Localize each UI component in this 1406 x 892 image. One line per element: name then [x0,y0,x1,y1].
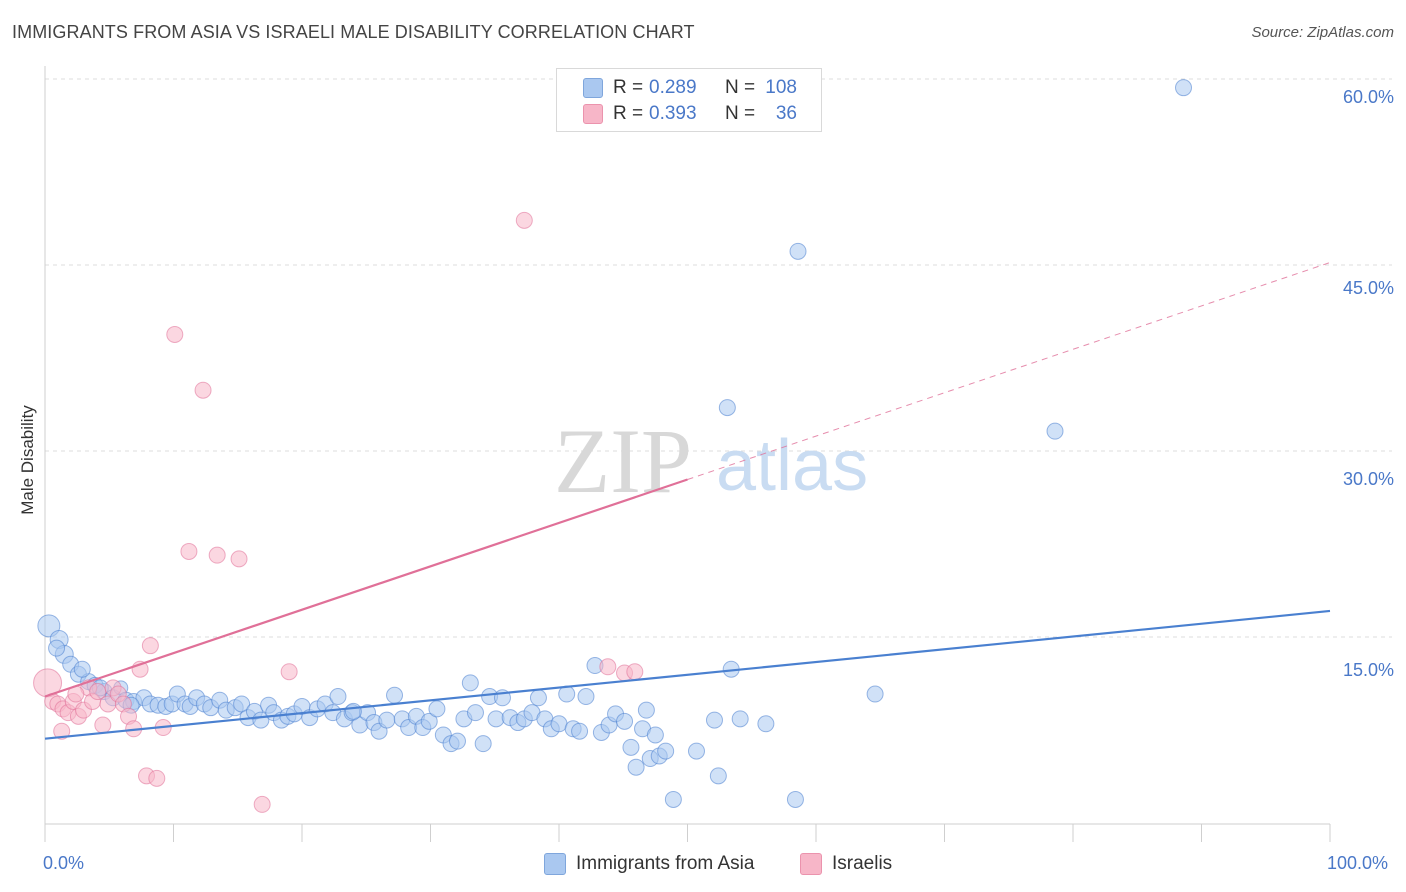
legend-r-label: R = [613,77,644,98]
grid-lines [45,78,1392,638]
y-tick-label-30: 30.0% [1342,469,1394,489]
y-tick-label-60: 60.0% [1342,87,1394,107]
data-point-asia [48,639,66,657]
data-point-asia [344,702,362,720]
bottom-legend-label-asia: Immigrants from Asia [576,853,755,874]
data-point-asia [1046,422,1064,440]
data-point-israelis [148,769,166,787]
y-axis-label: Male Disability [18,405,37,515]
data-point-asia [709,767,727,785]
data-point-asia [386,686,404,704]
legend-n-label: N = [725,103,756,124]
legend-row-asia: R = 0.289 N = 108 [557,74,821,100]
legend-n-value: 36 [775,103,797,124]
data-point-asia [718,399,736,417]
data-point-asia [420,712,438,730]
watermark-atlas: atlas [716,426,868,506]
bottom-legend-label-israelis: Israelis [832,853,893,874]
data-point-israelis [208,546,226,564]
trend-line-israelis [44,478,688,698]
axes [44,66,1331,842]
bottom-legend-swatch-asia [544,853,566,875]
data-point-asia [448,732,466,750]
data-point-israelis [626,663,644,681]
data-point-asia [622,738,640,756]
data-point-asia [550,715,568,733]
watermark-zip: ZIP [554,410,692,512]
data-points [33,79,1193,813]
data-point-israelis [94,716,112,734]
data-point-asia [73,660,91,678]
data-point-israelis [515,211,533,229]
x-tick-label-min: 0.0% [43,853,85,873]
legend-r-value: 0.289 [649,77,697,98]
data-point-israelis [230,550,248,568]
data-point-asia [757,715,775,733]
legend-swatch-asia [583,78,603,98]
source-credit: Source: ZipAtlas.com [1251,24,1394,41]
trend-line-asia [44,609,1331,740]
data-point-asia [466,704,484,722]
data-point-asia [687,742,705,760]
data-point-asia [627,758,645,776]
data-point-asia [664,790,682,808]
data-point-asia [487,710,505,728]
data-point-asia [428,700,446,718]
data-point-asia [789,242,807,260]
data-point-asia [616,712,634,730]
trend-lines [44,262,1331,740]
data-point-asia [378,711,396,729]
data-point-israelis [280,663,298,681]
legend-n-label: N = [725,77,756,98]
data-point-israelis [599,658,617,676]
watermark: ZIP atlas [554,410,868,512]
data-point-asia [786,790,804,808]
data-point-israelis [53,722,71,740]
legend-swatch-israelis [583,104,603,124]
trend-line-israelis-projection [687,262,1331,480]
data-point-asia [474,735,492,753]
data-point-asia [657,742,675,760]
data-point-asia [329,688,347,706]
legend: R = 0.289 N = 108 R = 0.393 N = 36 [556,68,822,132]
data-point-asia [1175,79,1193,97]
data-point-asia [571,722,589,740]
data-point-asia [731,710,749,728]
data-point-israelis [180,542,198,560]
data-point-asia [637,701,655,719]
legend-row-israelis: R = 0.393 N = 36 [557,100,821,126]
data-point-asia [646,726,664,744]
legend-n-value: 108 [765,77,797,98]
data-point-asia [233,695,251,713]
y-tick-label-45: 45.0% [1342,278,1394,298]
legend-r-value: 0.393 [649,103,697,124]
data-point-asia [461,674,479,692]
data-point-asia [866,685,884,703]
data-point-israelis [166,325,184,343]
data-point-asia [529,689,547,707]
legend-r-label: R = [613,103,644,124]
bottom-legend-swatch-israelis [800,853,822,875]
data-point-asia [705,711,723,729]
data-point-asia [577,688,595,706]
data-point-israelis [253,795,271,813]
chart-title: IMMIGRANTS FROM ASIA VS ISRAELI MALE DIS… [12,22,695,42]
data-point-israelis [194,381,212,399]
y-tick-label-15: 15.0% [1342,660,1394,680]
data-point-israelis [141,637,159,655]
x-tick-label-max: 100.0% [1327,853,1389,873]
